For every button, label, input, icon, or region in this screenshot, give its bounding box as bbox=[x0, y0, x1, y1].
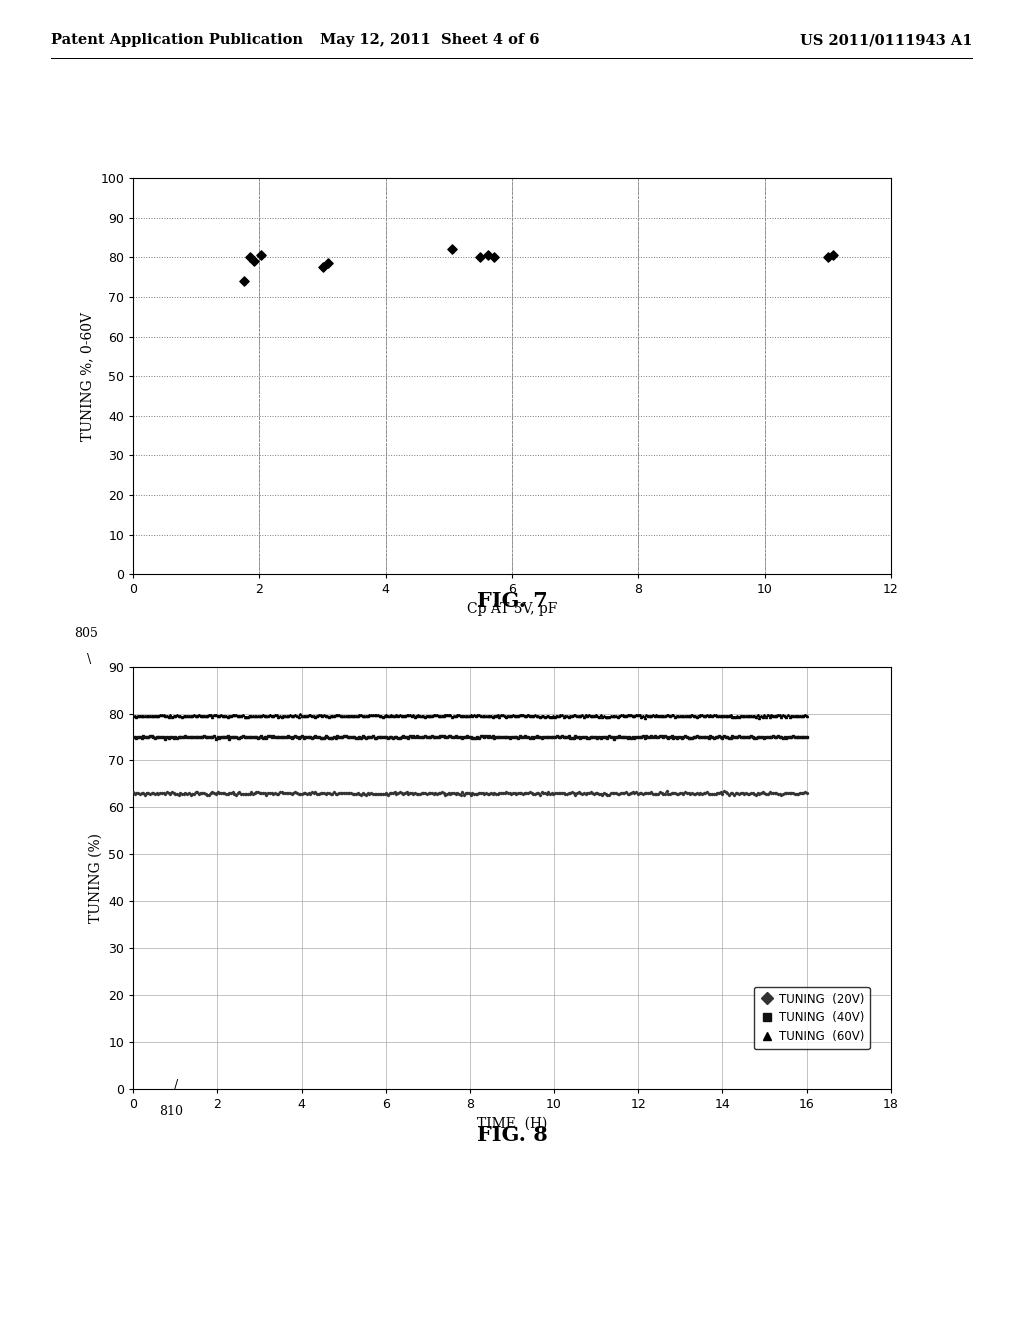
TUNING  (40V) bbox=[552, 730, 564, 746]
TUNING  (40V) bbox=[620, 729, 632, 744]
TUNING  (40V) bbox=[801, 729, 813, 744]
TUNING  (60V) bbox=[618, 708, 631, 723]
TUNING  (60V) bbox=[801, 708, 813, 723]
TUNING  (60V) bbox=[395, 709, 408, 725]
Point bbox=[242, 247, 258, 268]
TUNING  (40V) bbox=[403, 727, 416, 743]
TUNING  (60V) bbox=[127, 708, 139, 723]
TUNING  (20V) bbox=[551, 785, 563, 801]
TUNING  (20V) bbox=[127, 784, 139, 800]
Point bbox=[824, 246, 841, 267]
X-axis label: Cp AT 5V, pF: Cp AT 5V, pF bbox=[467, 602, 557, 616]
TUNING  (60V) bbox=[614, 708, 627, 723]
TUNING  (20V) bbox=[346, 785, 358, 801]
Line: TUNING  (40V): TUNING (40V) bbox=[132, 734, 808, 739]
TUNING  (60V) bbox=[348, 708, 360, 723]
Point bbox=[319, 253, 336, 275]
TUNING  (20V) bbox=[616, 785, 629, 801]
TUNING  (20V) bbox=[801, 784, 813, 800]
TUNING  (60V) bbox=[552, 709, 564, 725]
TUNING  (40V) bbox=[127, 729, 139, 744]
Y-axis label: TUNING %, 0-60V: TUNING %, 0-60V bbox=[81, 312, 94, 441]
Point bbox=[480, 246, 497, 267]
TUNING  (20V) bbox=[393, 784, 406, 800]
TUNING  (20V) bbox=[613, 787, 626, 803]
Point bbox=[472, 247, 488, 268]
TUNING  (40V) bbox=[616, 730, 629, 746]
TUNING  (20V) bbox=[208, 785, 220, 801]
TUNING  (60V) bbox=[294, 706, 306, 722]
TUNING  (40V) bbox=[393, 730, 406, 746]
Line: TUNING  (60V): TUNING (60V) bbox=[132, 713, 808, 719]
Text: FIG. 7: FIG. 7 bbox=[476, 591, 548, 611]
Point bbox=[246, 251, 262, 272]
Y-axis label: TUNING (%): TUNING (%) bbox=[88, 833, 102, 923]
Text: \: \ bbox=[87, 653, 91, 667]
Text: 810: 810 bbox=[159, 1105, 182, 1118]
Text: US 2011/0111943 A1: US 2011/0111943 A1 bbox=[801, 33, 973, 48]
Text: Patent Application Publication: Patent Application Publication bbox=[51, 33, 303, 48]
Text: FIG. 8: FIG. 8 bbox=[476, 1125, 548, 1144]
Point bbox=[253, 246, 269, 267]
Legend: TUNING  (20V), TUNING  (40V), TUNING  (60V): TUNING (20V), TUNING (40V), TUNING (60V) bbox=[754, 986, 869, 1049]
X-axis label: TIME  (H): TIME (H) bbox=[477, 1117, 547, 1131]
Line: TUNING  (20V): TUNING (20V) bbox=[132, 791, 808, 796]
Text: /: / bbox=[174, 1078, 178, 1092]
Point bbox=[314, 257, 331, 279]
Text: May 12, 2011  Sheet 4 of 6: May 12, 2011 Sheet 4 of 6 bbox=[321, 33, 540, 48]
TUNING  (20V) bbox=[775, 788, 787, 804]
TUNING  (20V) bbox=[660, 783, 673, 799]
TUNING  (40V) bbox=[208, 729, 220, 744]
Point bbox=[236, 271, 252, 292]
Point bbox=[443, 239, 460, 260]
Text: 805: 805 bbox=[74, 627, 97, 640]
TUNING  (60V) bbox=[208, 708, 220, 723]
Point bbox=[486, 247, 503, 268]
TUNING  (40V) bbox=[346, 729, 358, 744]
TUNING  (40V) bbox=[608, 731, 621, 747]
Point bbox=[819, 247, 836, 268]
TUNING  (60V) bbox=[639, 710, 651, 726]
